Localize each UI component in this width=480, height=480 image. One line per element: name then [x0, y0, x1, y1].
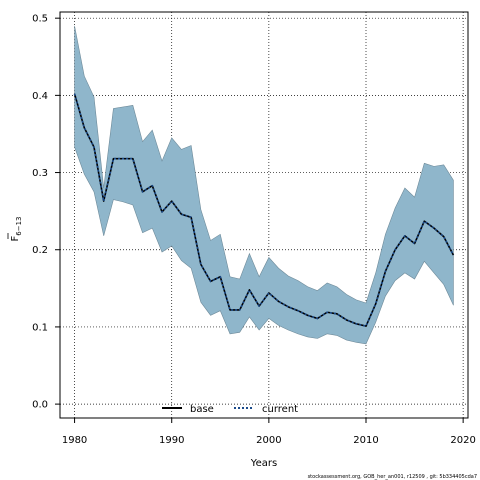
- y-tick-label-3: 0.3: [32, 168, 48, 179]
- y-axis-title-main: F: [10, 236, 21, 242]
- x-tick-label-1980: 1980: [62, 435, 87, 446]
- x-axis-title: Years: [250, 458, 277, 469]
- x-tick-label-1990: 1990: [159, 435, 184, 446]
- x-axis: 1980 1990 2000 2010 2020: [62, 418, 476, 446]
- x-tick-label-2010: 2010: [353, 435, 378, 446]
- y-tick-label-1: 0.1: [32, 322, 48, 333]
- y-tick-label-5: 0.5: [32, 14, 48, 25]
- series-lines: [73, 93, 455, 327]
- confidence-band: [74, 25, 454, 345]
- y-tick-label-0: 0.0: [32, 400, 48, 411]
- legend-label-base: base: [190, 404, 214, 415]
- legend: base current: [162, 404, 298, 415]
- y-tick-label-2: 0.2: [32, 245, 48, 256]
- y-tick-label-4: 0.4: [32, 91, 48, 102]
- y-axis-title: F6−13: [7, 217, 23, 242]
- legend-label-current: current: [262, 404, 298, 415]
- x-tick-label-2020: 2020: [450, 435, 475, 446]
- series-line-current: [73, 93, 455, 327]
- x-tick-label-2000: 2000: [256, 435, 281, 446]
- y-axis-title-sub: 6−13: [15, 217, 23, 236]
- gridlines: [60, 12, 468, 418]
- y-axis: 0.0 0.1 0.2 0.3 0.4 0.5: [32, 14, 60, 411]
- svg-text:F6−13: F6−13: [10, 217, 23, 242]
- plot-frame: [59, 11, 469, 419]
- confidence-band-area: [74, 25, 454, 345]
- footer-text: stockassessment.org, GOB_her_an001, r125…: [308, 474, 477, 480]
